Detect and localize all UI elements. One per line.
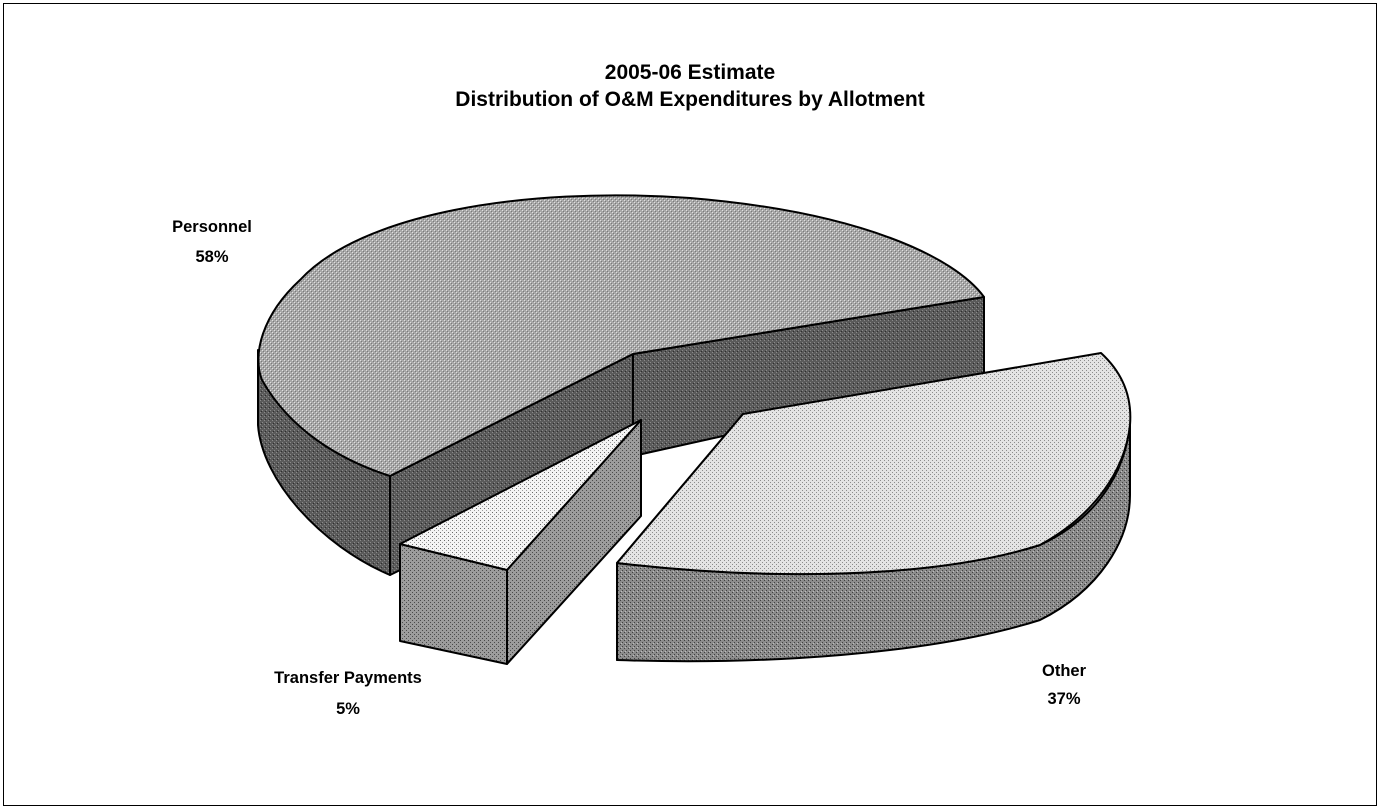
data-label-personnel-name: Personnel: [172, 218, 252, 236]
data-label-personnel-percent: 58%: [195, 248, 228, 266]
chart-title-line-2: Distribution of O&M Expenditures by Allo…: [455, 88, 924, 111]
data-label-other: Other 37%: [1042, 662, 1087, 708]
data-label-personnel: Personnel 58%: [172, 218, 252, 266]
chart-title-line-1: 2005-06 Estimate: [605, 61, 775, 84]
pie-slice-transfer-top: [399, 419, 642, 571]
pie-slice-other-top: [616, 352, 1132, 576]
pie-slice-personnel-top: [257, 194, 985, 477]
chart-title: 2005-06 Estimate Distribution of O&M Exp…: [455, 61, 924, 111]
data-label-transfer-payments: Transfer Payments 5%: [274, 669, 422, 718]
data-label-other-percent: 37%: [1047, 690, 1080, 708]
pie-slice-other: [616, 352, 1132, 663]
pie-slice-transfer-payments: [399, 419, 642, 665]
data-label-transfer-name: Transfer Payments: [274, 669, 422, 687]
data-label-transfer-percent: 5%: [336, 700, 360, 718]
data-label-other-name: Other: [1042, 662, 1087, 680]
